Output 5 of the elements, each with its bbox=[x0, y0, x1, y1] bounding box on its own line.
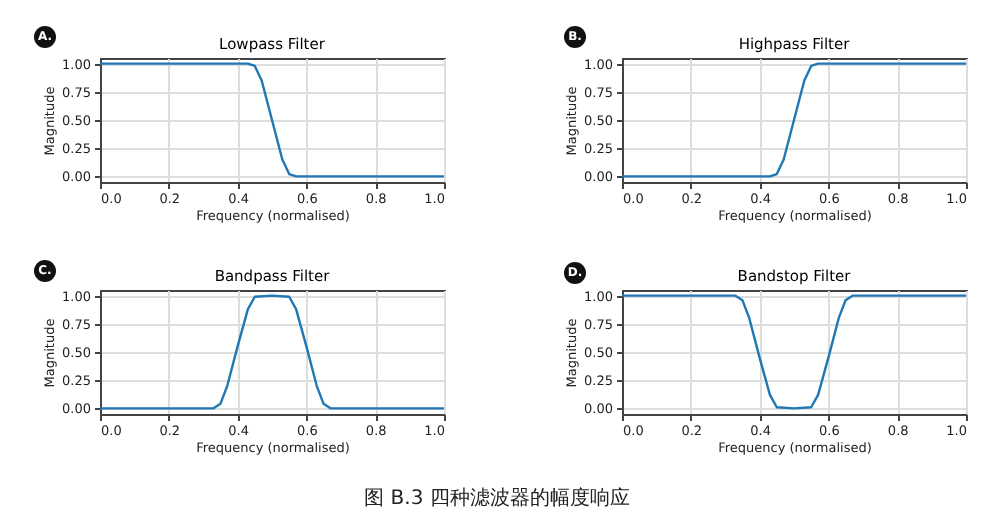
text: 图 B.3 四种滤波器的幅度响应 bbox=[362, 485, 632, 512]
line-series bbox=[620, 294, 968, 410]
line-series bbox=[98, 294, 446, 410]
line-series bbox=[98, 62, 446, 178]
line-series bbox=[620, 62, 968, 178]
